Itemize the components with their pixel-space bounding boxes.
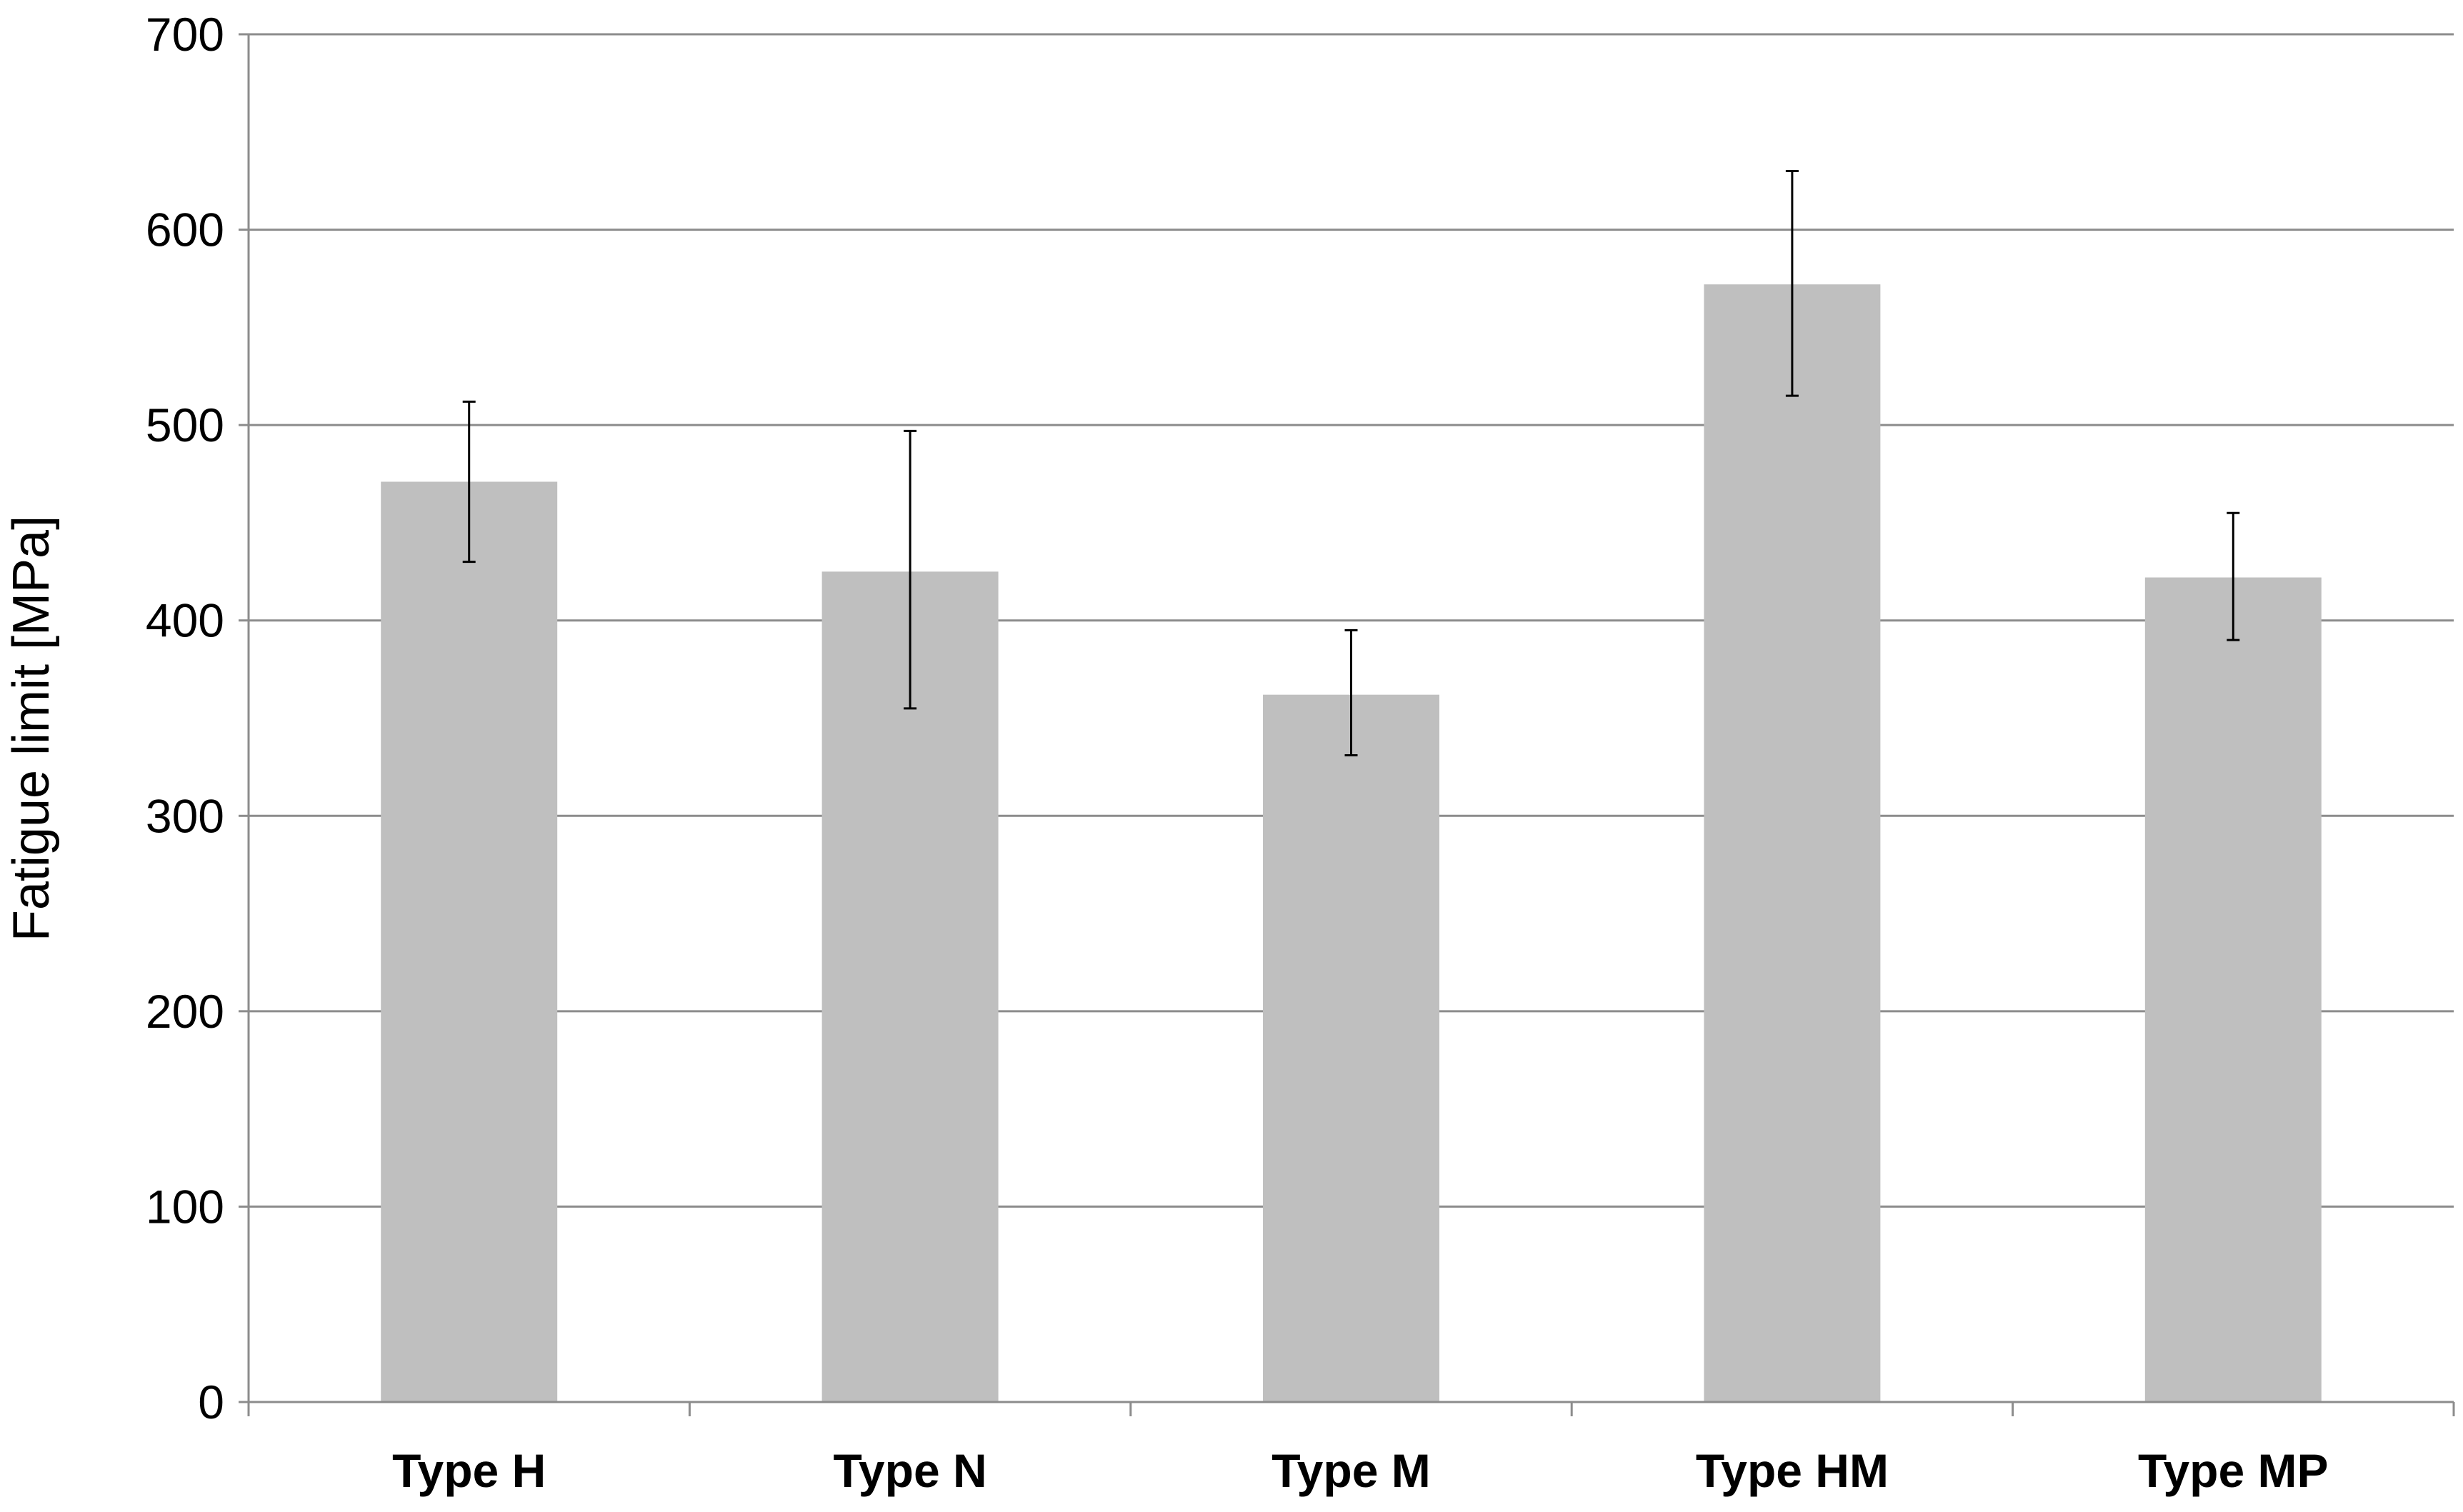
x-tick-label: Type MP: [2138, 1444, 2328, 1497]
x-tick-label: Type H: [392, 1444, 546, 1497]
y-tick-label: 0: [198, 1376, 224, 1428]
y-tick-label: 100: [146, 1180, 224, 1233]
x-tick-label: Type N: [834, 1444, 987, 1497]
y-tick-label: 500: [146, 399, 224, 451]
y-tick-label: 200: [146, 985, 224, 1038]
y-axis-title: Fatigue limit [MPa]: [3, 516, 60, 941]
axes: [239, 33, 2455, 1416]
bar: [821, 571, 999, 1402]
y-tick-label: 600: [146, 204, 224, 256]
y-tick-label: 300: [146, 789, 224, 842]
bar: [1263, 694, 1439, 1402]
y-tick-label: 700: [146, 8, 224, 61]
y-tick-label: 400: [146, 594, 224, 647]
bar: [1704, 284, 1881, 1403]
x-tick-label: Type M: [1272, 1444, 1430, 1497]
x-tick-label: Type HM: [1696, 1444, 1889, 1497]
bar: [381, 481, 558, 1403]
error-bars: [462, 170, 2240, 756]
bar: [2144, 577, 2322, 1402]
bars: [381, 284, 2322, 1403]
tick-labels: 0 100 200 300 400 500 600 700 Type H Type N Type M…: [146, 8, 2329, 1497]
